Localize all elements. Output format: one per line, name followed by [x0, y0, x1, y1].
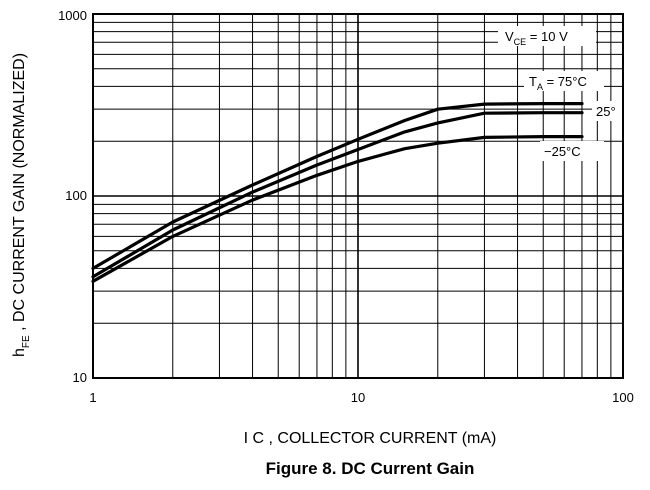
- x-tick-label: 100: [612, 390, 634, 405]
- x-tick-label: 1: [89, 390, 96, 405]
- y-tick-label: 10: [73, 370, 87, 385]
- condition-label-subscript: CE: [514, 37, 527, 47]
- figure-title: Figure 8. DC Current Gain: [266, 459, 475, 478]
- condition-label-main: V: [505, 29, 514, 44]
- y-axis-label-main: h: [11, 348, 28, 357]
- y-axis-label: hFE , DC CURRENT GAIN (NORMALIZED): [11, 53, 32, 357]
- y-tick-label: 1000: [58, 8, 87, 23]
- x-tick-label: 10: [351, 390, 365, 405]
- series-label-m25: −25°C: [544, 144, 581, 159]
- series-label-25: 25°: [596, 104, 616, 119]
- curves-layer: [93, 104, 582, 282]
- y-axis-label-rest: , DC CURRENT GAIN (NORMALIZED): [11, 53, 28, 335]
- y-tick-label: 100: [65, 188, 87, 203]
- x-axis-ticks: 1 10 100: [89, 390, 633, 405]
- y-axis-ticks: 10 100 1000: [58, 8, 87, 385]
- series-label-75-rest: = 75°C: [543, 74, 587, 89]
- series-line-0: [93, 104, 582, 269]
- series-label-75-main: T: [529, 74, 537, 89]
- chart-grid: [93, 14, 623, 378]
- condition-label-rest: = 10 V: [526, 29, 568, 44]
- x-axis-label: I C , COLLECTOR CURRENT (mA): [244, 430, 497, 447]
- y-axis-label-subscript: FE: [21, 335, 32, 348]
